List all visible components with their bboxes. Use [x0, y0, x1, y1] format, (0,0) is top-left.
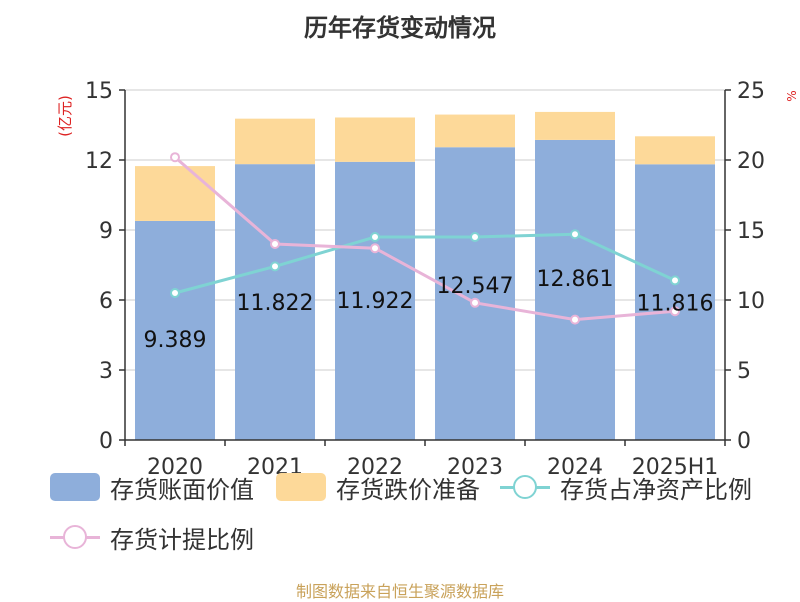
bar-impairment-2020 — [135, 166, 215, 221]
point-provision-ratio-2025H1 — [670, 306, 680, 317]
y-left-axis-title: (亿元) — [56, 95, 74, 137]
bar-book-value-2022 — [335, 161, 415, 440]
legend-item-inventory-net-asset-ratio[interactable]: 存货占净资产比例 — [500, 470, 752, 504]
point-provision-ratio-2022 — [370, 243, 380, 254]
y-left-tick-label-3: 3 — [99, 359, 113, 384]
y-right-tick-label-5: 5 — [737, 359, 751, 384]
legend-item-inventory-book-value[interactable]: 存货账面价值 — [50, 470, 254, 504]
legend-swatch-inventory-impairment — [276, 473, 326, 501]
y-right-tick-label-0: 0 — [737, 429, 751, 454]
legend-label-inventory-book-value: 存货账面价值 — [110, 475, 254, 504]
legend-item-inventory-impairment[interactable]: 存货跌价准备 — [276, 470, 480, 504]
legend-marker-inventory-provision-ratio — [50, 523, 100, 551]
label-layer: 9.389 11.822 11.922 12.547 12.861 11.816 — [144, 267, 714, 353]
x-tick-label-2022: 2022 — [347, 455, 403, 480]
source-note: 制图数据来自恒生聚源数据库 — [295, 582, 504, 601]
point-provision-ratio-2020 — [170, 152, 180, 163]
data-label-2024: 12.861 — [537, 267, 614, 292]
bar-book-value-2023 — [435, 147, 515, 440]
x-tick-label-2020: 2020 — [147, 455, 203, 480]
bar-impairment-2025H1 — [635, 136, 715, 165]
point-net-asset-ratio-2022 — [370, 232, 380, 242]
bar-impairment-2021 — [235, 118, 315, 165]
legend-label-inventory-provision-ratio: 存货计提比例 — [110, 525, 254, 554]
y-left-tick-label-0: 0 — [99, 429, 113, 454]
legend-item-inventory-provision-ratio[interactable]: 存货计提比例 — [50, 520, 254, 554]
data-label-2022: 11.922 — [337, 289, 414, 314]
data-label-2021: 11.822 — [237, 291, 314, 316]
data-label-2025H1: 11.816 — [637, 291, 714, 316]
y-left-tick-label-6: 6 — [99, 289, 113, 314]
bar-impairment-2023 — [435, 114, 515, 148]
point-net-asset-ratio-2021 — [270, 261, 280, 272]
data-label-2020: 9.389 — [144, 328, 207, 353]
point-net-asset-ratio-2020 — [170, 288, 180, 298]
bar-impairment-2022 — [335, 117, 415, 162]
y-left-tick-label-9: 9 — [99, 219, 113, 244]
bar-book-value-2024 — [535, 139, 615, 440]
legend-marker-inventory-net-asset-ratio — [500, 473, 550, 501]
point-net-asset-ratio-2025H1 — [670, 275, 680, 286]
bar-book-value-2025H1 — [635, 164, 715, 440]
point-provision-ratio-2021 — [270, 239, 280, 249]
point-provision-ratio-2023 — [470, 297, 480, 308]
point-net-asset-ratio-2023 — [470, 232, 480, 242]
x-tick-label-2024: 2024 — [547, 455, 603, 480]
y-right-axis-title: % — [785, 90, 799, 101]
y-right-tick-label-10: 10 — [737, 289, 765, 314]
y-left-tick-label-12: 12 — [85, 149, 113, 174]
y-left-tick-label-15: 15 — [85, 79, 113, 104]
y-right-tick-label-25: 25 — [737, 79, 765, 104]
y-right-tick-label-15: 15 — [737, 219, 765, 244]
legend-label-inventory-impairment: 存货跌价准备 — [336, 475, 480, 504]
chart-title: 历年存货变动情况 — [304, 14, 496, 42]
line-net-asset-ratio — [174, 232, 676, 295]
data-label-2023: 12.547 — [437, 274, 514, 299]
x-tick-label-2025H1: 2025H1 — [632, 455, 719, 480]
legend-label-inventory-net-asset-ratio: 存货占净资产比例 — [560, 475, 752, 504]
legend-swatch-inventory-book-value — [50, 473, 100, 501]
line-layer — [170, 152, 680, 325]
bar-book-value-2021 — [235, 164, 315, 441]
point-provision-ratio-2024 — [570, 314, 580, 325]
x-tick-label-2023: 2023 — [447, 455, 503, 480]
grid-layer — [125, 89, 725, 371]
point-net-asset-ratio-2024 — [570, 229, 580, 240]
bar-impairment-2024 — [535, 111, 615, 140]
bar-book-value-2020 — [135, 220, 215, 440]
line-provision-ratio — [174, 156, 676, 322]
bar-layer — [135, 111, 715, 441]
y-right-tick-label-20: 20 — [737, 149, 765, 174]
